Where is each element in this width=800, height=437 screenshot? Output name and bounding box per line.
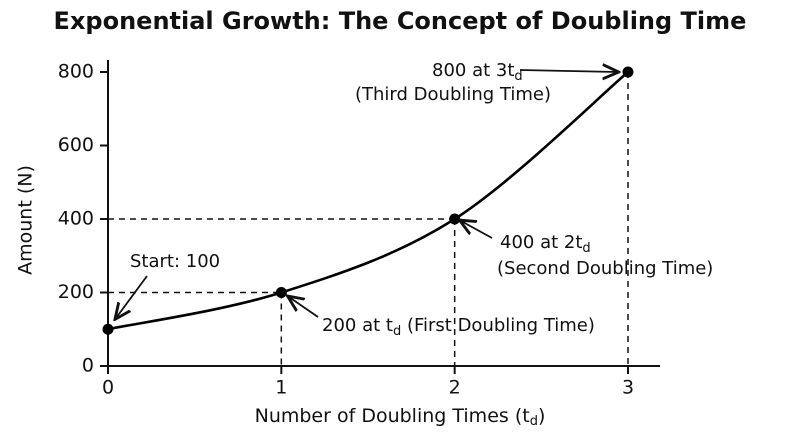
y-tick-label: 800 [58, 61, 94, 83]
point [102, 323, 114, 335]
point [622, 66, 634, 78]
text-segment: (Third Doubling Time) [355, 84, 551, 105]
y-tick-label: 600 [58, 134, 94, 156]
annotation-arrow [116, 275, 148, 318]
x-tick-label: 2 [449, 377, 461, 399]
text-segment: Number of Doubling Times (t [255, 405, 530, 427]
annotation: 800 at 3td [432, 60, 523, 84]
annotation: Start: 100 [130, 251, 220, 272]
text-segment: (First Doubling Time) [401, 315, 595, 336]
y-tick-label: 400 [58, 208, 94, 230]
text-segment: 200 at t [322, 315, 393, 336]
chart-title: Exponential Growth: The Concept of Doubl… [54, 7, 747, 35]
annotation-arrow [289, 297, 319, 318]
annotation: 200 at td (First Doubling Time) [322, 315, 595, 339]
text-segment: ) [538, 405, 545, 427]
subscript: d [393, 324, 401, 339]
y-axis-label: Amount (N) [15, 165, 37, 275]
x-axis-label: Number of Doubling Times (td) [255, 405, 546, 429]
line [107, 71, 629, 331]
x-tick-label: 0 [102, 377, 114, 399]
text-segment: (Second Doubling Time) [497, 258, 713, 279]
subscript: d [514, 69, 522, 84]
annotation-arrow [461, 221, 493, 239]
annotation: (Second Doubling Time) [497, 258, 713, 279]
x-tick-label: 1 [275, 377, 287, 399]
annotation: (Third Doubling Time) [355, 84, 551, 105]
annotation: 400 at 2td [500, 232, 591, 256]
annotation-arrow [519, 70, 617, 72]
text-segment: 400 at 2t [500, 232, 582, 253]
point [449, 213, 461, 225]
subscript: d [582, 241, 590, 256]
point [275, 287, 287, 298]
text-segment: 800 at 3t [432, 60, 514, 81]
subscript: d [530, 414, 538, 429]
y-tick-label: 0 [82, 355, 94, 377]
x-tick-label: 3 [622, 377, 634, 399]
text-segment: Start: 100 [130, 251, 220, 272]
y-tick-label: 200 [58, 281, 94, 303]
